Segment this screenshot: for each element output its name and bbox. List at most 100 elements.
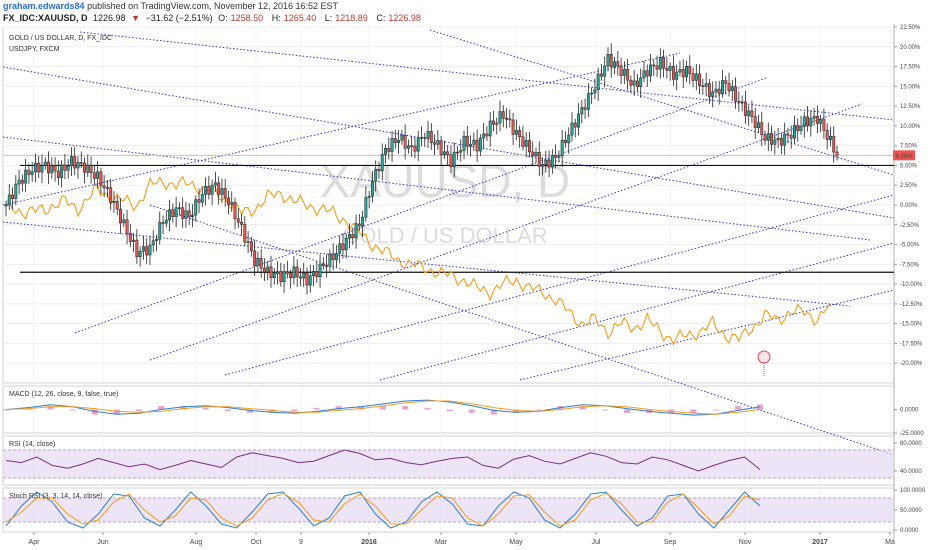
usdjpy-overlay-line — [5, 175, 831, 346]
candle-body — [321, 263, 325, 266]
candle-body — [334, 253, 338, 261]
y-tick-label: 22.50% — [900, 25, 921, 31]
candle-body — [534, 152, 538, 157]
candle-body — [210, 184, 214, 195]
rsi-legend-title: RSI (14, close) — [9, 441, 55, 448]
author-link[interactable]: graham.edwards84 — [3, 1, 85, 11]
candle-body — [406, 145, 410, 149]
trendline — [149, 103, 863, 361]
stoch-tick-label: 100.0000 — [900, 488, 926, 494]
macd-histogram-bar — [380, 406, 386, 410]
candle-body — [191, 214, 194, 218]
candle-body — [786, 133, 790, 136]
candle-body — [276, 271, 279, 274]
x-tick-label: Oct — [251, 539, 262, 546]
candle-body — [413, 145, 417, 152]
candle-body — [586, 93, 590, 110]
last-price: 1226.98 — [93, 13, 126, 23]
candle-body — [452, 151, 456, 168]
candle-body — [779, 137, 783, 146]
x-tick-label: Apr — [29, 539, 41, 546]
candle-body — [37, 162, 41, 173]
macd-histogram-bar — [712, 409, 719, 411]
candle-body — [308, 275, 312, 286]
y-tick-label: -2.50% — [900, 223, 920, 229]
macd-histogram-bar — [224, 409, 231, 412]
candle-body — [282, 271, 286, 282]
macd-histogram-bar — [357, 406, 364, 410]
candle-body — [469, 144, 473, 147]
rsi-tick-label: 80.0000 — [900, 441, 922, 447]
candle-body — [766, 133, 770, 141]
candle-body — [501, 111, 505, 119]
candle-body — [645, 70, 649, 77]
macd-histogram-bar — [446, 409, 453, 412]
candle-body — [531, 151, 535, 157]
candle-body — [554, 155, 558, 158]
candle-body — [50, 165, 54, 174]
macd-histogram-bar — [158, 406, 165, 410]
candle-body — [302, 272, 306, 279]
candle-body — [63, 164, 67, 171]
candle-body — [315, 270, 319, 277]
y-tick-label: 12.50% — [900, 104, 921, 110]
candle-body — [835, 151, 839, 156]
candle-body — [79, 162, 83, 164]
candle-body — [436, 140, 440, 145]
candle-body — [802, 116, 806, 127]
candle-body — [567, 134, 571, 144]
candle-body — [384, 148, 387, 155]
candle-body — [528, 140, 531, 153]
y-tick-label: -10.00% — [900, 282, 923, 288]
stoch-band — [3, 498, 894, 522]
candle-body — [446, 151, 450, 156]
candle-body — [125, 219, 129, 234]
candle-body — [560, 139, 564, 157]
candle-body — [155, 239, 158, 241]
candle-body — [521, 136, 525, 147]
candle-body — [387, 148, 391, 152]
candle-body — [397, 139, 401, 144]
candle-body — [635, 80, 639, 88]
candle-body — [416, 137, 420, 152]
y-tick-label: 15.00% — [900, 84, 921, 90]
macd-histogram-bar — [468, 409, 475, 413]
candle-body — [750, 110, 754, 117]
candle-body — [279, 271, 283, 282]
candle-body — [102, 185, 106, 189]
candle-body — [122, 219, 126, 224]
candle-body — [658, 56, 662, 70]
macd-histogram-bar — [424, 407, 431, 410]
rsi-tick-label: 40.0000 — [900, 469, 922, 475]
candle-body — [138, 250, 142, 258]
candle-body — [213, 182, 217, 186]
candle-body — [685, 66, 688, 78]
candle-body — [207, 186, 211, 195]
candle-body — [822, 119, 826, 131]
candle-body — [799, 126, 803, 131]
candle-body — [809, 117, 813, 127]
rsi-line — [5, 449, 761, 472]
candle-body — [704, 83, 708, 87]
stoch-k-line — [5, 491, 761, 529]
candle-body — [508, 118, 512, 121]
candle-body — [364, 197, 368, 218]
stoch-tick-label: 0.0000 — [900, 528, 919, 534]
candle-body — [259, 257, 263, 269]
candle-body — [825, 130, 829, 140]
x-tick-label: May — [509, 539, 523, 546]
candle-body — [472, 139, 476, 145]
candle-body — [429, 131, 433, 143]
candle-body — [770, 133, 774, 145]
candle-body — [815, 115, 819, 124]
candle-body — [105, 187, 109, 189]
candle-body — [793, 125, 796, 139]
candle-body — [619, 65, 623, 76]
candle-body — [632, 80, 636, 86]
x-tick-label: Aug — [190, 539, 203, 546]
macd-histogram-bar — [3, 409, 9, 411]
trendline — [79, 31, 895, 121]
candle-body — [426, 131, 430, 139]
candle-body — [217, 182, 221, 195]
